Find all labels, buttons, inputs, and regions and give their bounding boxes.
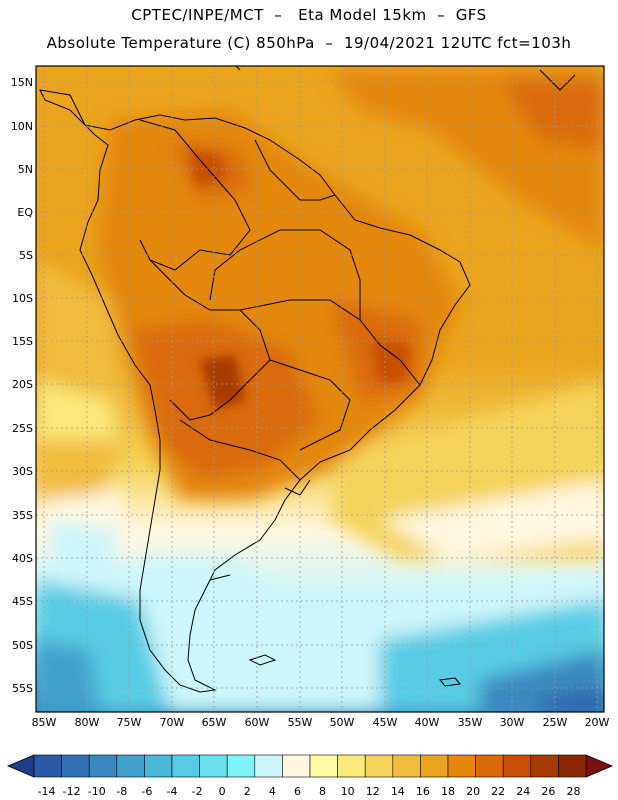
legend-tick-label: 4 [269,785,276,798]
lat-label: 30S [12,465,33,478]
map-title-line1: CPTEC/INPE/MCT – Eta Model 15km – GFS [131,6,487,24]
lon-label: 45W [373,716,398,729]
legend-tick-label: -6 [141,785,152,798]
lat-label: 5N [18,163,33,176]
legend-tick-label: 0 [219,785,226,798]
legend-tick-label: 12 [366,785,380,798]
lon-label: 50W [330,716,355,729]
color-legend: -14 -12 -10 -8 -6 -4 -2 0 2 4 6 8 10 12 14 16 18 20 22 24 26… [6,754,614,798]
legend-tick-label: 22 [491,785,505,798]
lon-label: 20W [585,716,610,729]
legend-swatch [392,754,421,778]
longitude-labels: 85W 80W 75W 70W 65W 60W 55W 50W 45W 40W … [32,716,610,729]
legend-tick-label: 14 [391,785,405,798]
lon-label: 70W [160,716,185,729]
legend-tick-label: -8 [116,785,127,798]
lat-label: 5S [19,249,33,262]
lon-label: 55W [288,716,313,729]
lon-label: 65W [202,716,227,729]
lat-label: 45S [12,595,33,608]
legend-swatch [144,754,173,778]
lat-label: 50S [12,639,33,652]
legend-swatch [61,754,90,778]
legend-swatch [171,754,200,778]
legend-tick-label: 10 [341,785,355,798]
lon-label: 85W [32,716,57,729]
legend-swatch [254,754,283,778]
lon-label: 30W [500,716,525,729]
legend-swatch [364,754,394,778]
legend-swatch [475,754,504,778]
legend-swatch [226,754,256,778]
legend-tick-label: -4 [167,785,178,798]
lat-label: 10S [12,292,33,305]
legend-swatch [530,754,559,778]
lat-label: EQ [17,206,33,219]
legend-tick-label: -2 [192,785,203,798]
lon-label: 60W [245,716,270,729]
legend-tick-label: 2 [244,785,251,798]
legend-tick-label: 8 [319,785,326,798]
lon-label: 75W [117,716,142,729]
legend-tick-label: 28 [566,785,580,798]
legend-swatch [33,754,62,778]
legend-tick-label: -14 [38,785,56,798]
legend-swatch [502,754,532,778]
legend-arrow-low [6,754,35,778]
legend-tick-label: 24 [516,785,530,798]
lat-label: 15S [12,335,33,348]
legend-tick-label: 16 [416,785,430,798]
coastlines [39,66,576,693]
legend-swatch [447,754,476,778]
lon-label: 35W [458,716,483,729]
legend-tick-label: 6 [294,785,301,798]
legend-swatch [337,754,366,778]
legend-swatch [88,754,118,778]
temperature-field [36,66,604,712]
latitude-labels: 15N 10N 5N EQ 5S 10S 15S 20S 25S 30S 35S… [11,76,34,695]
legend-tick-label: -12 [63,785,81,798]
legend-swatch [116,754,145,778]
legend-tick-label: 26 [541,785,555,798]
legend-swatch [309,754,338,778]
map-frame [35,65,605,713]
legend-swatch [282,754,311,778]
lat-label: 15N [11,76,33,89]
map-title-line2: Absolute Temperature (C) 850hPa – 19/04/… [46,34,572,52]
legend-arrow-high [585,754,614,778]
lat-label: 10N [11,120,33,133]
legend-swatch [558,754,587,778]
legend-tick-label: 20 [466,785,480,798]
lat-label: 40S [12,552,33,565]
legend-tick-label: -10 [88,785,106,798]
lat-label: 35S [12,509,33,522]
legend-swatch [420,754,449,778]
legend-tick-label: 18 [441,785,455,798]
lon-label: 25W [543,716,568,729]
legend-swatch [199,754,228,778]
lat-label: 25S [12,422,33,435]
lat-label: 20S [12,378,33,391]
lon-label: 80W [75,716,100,729]
lon-label: 40W [415,716,440,729]
lat-label: 55S [12,682,33,695]
